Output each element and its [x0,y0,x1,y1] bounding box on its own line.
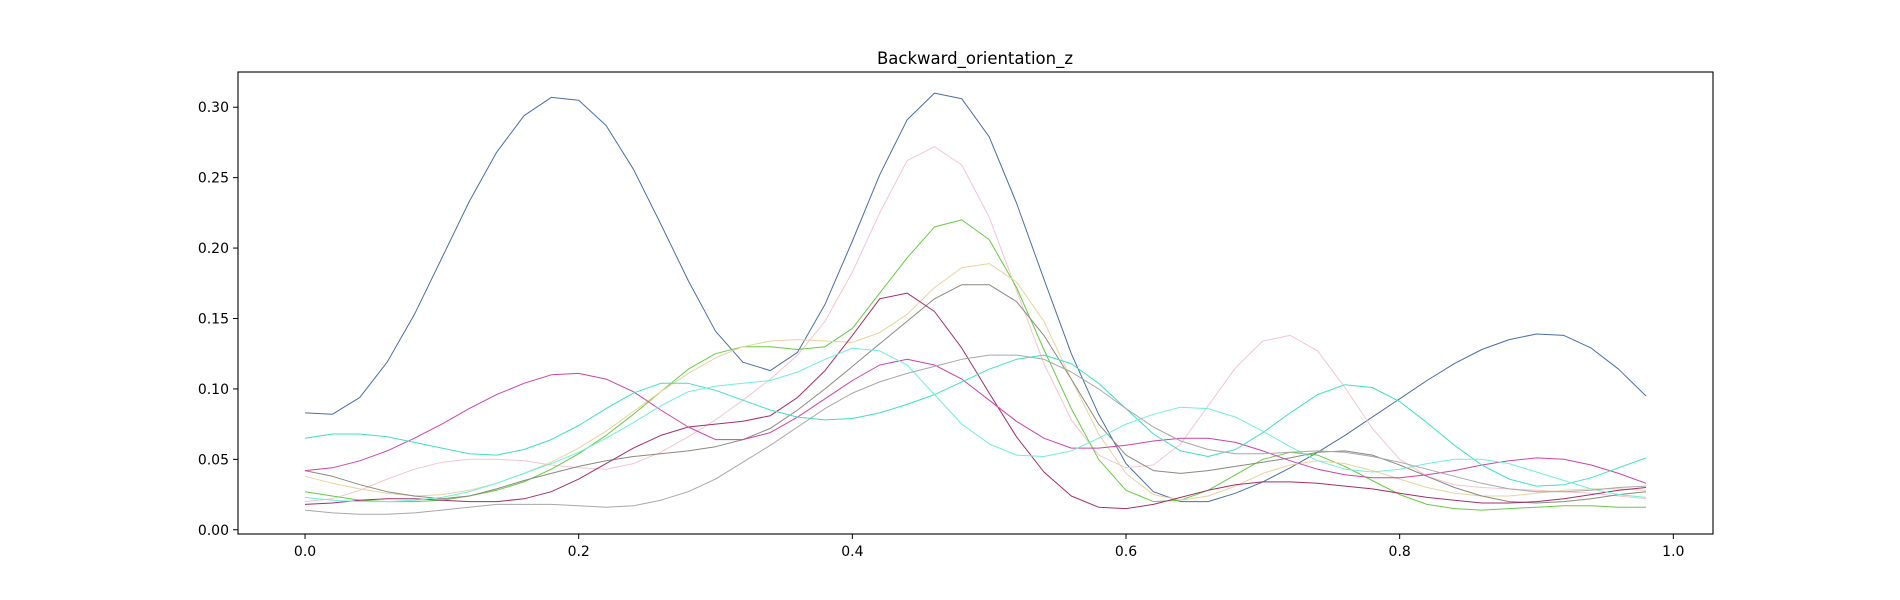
x-tick-label: 0.8 [1389,544,1411,560]
series-line-1 [304,92,1647,503]
series-line-7 [304,358,1647,484]
y-tick-label: 0.10 [198,382,229,398]
series-line-5 [304,284,1647,504]
y-tick-label: 0.30 [198,100,229,116]
x-tick-label: 1.0 [1662,544,1684,560]
y-tick-label: 0.20 [198,241,229,257]
series-line-8 [304,354,1647,487]
x-tick-label: 0.2 [568,544,590,560]
series-line-9 [304,347,1647,503]
y-axis: 0.00 0.05 0.10 0.15 0.20 0.25 0.30 [198,100,238,539]
x-tick-label: 0.6 [1115,544,1137,560]
x-tick-label: 0.0 [294,544,316,560]
x-tick-label: 0.4 [841,544,863,560]
plot-frame [237,71,1714,535]
y-tick-label: 0.00 [198,523,229,539]
x-axis: 0.0 0.2 0.4 0.6 0.8 1.0 [294,534,1684,560]
y-tick-label: 0.25 [198,171,229,187]
series-line-10 [304,354,1647,515]
series-line-6 [304,292,1647,510]
series-line-2 [304,146,1647,503]
y-tick-label: 0.05 [198,452,229,468]
series-layer [304,92,1647,515]
chart-title: Backward_orientation_z [877,49,1073,69]
y-tick-label: 0.15 [198,311,229,327]
